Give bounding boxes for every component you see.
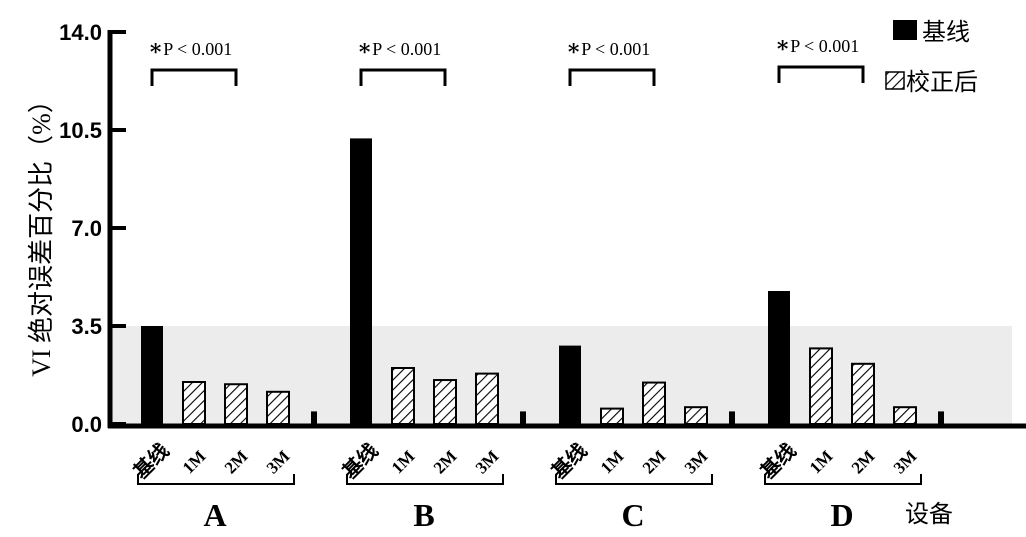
x-tick-label: 基线 [337, 438, 382, 483]
group-label: A [203, 497, 226, 533]
significance-bracket [568, 68, 656, 86]
bar-corrected-2M [224, 383, 248, 425]
group-label: B [413, 497, 434, 533]
x-tick-label: 2M [639, 447, 670, 478]
bar-corrected-1M [182, 381, 206, 425]
bar-corrected-1M [391, 367, 415, 425]
group-label: D [830, 497, 853, 533]
bar-corrected-3M [893, 406, 917, 426]
x-axis-label: 设备 [905, 500, 953, 528]
bar-corrected-3M [684, 406, 708, 426]
significance-bracket [359, 68, 447, 86]
significance-bracket [777, 65, 865, 83]
y-tick-label: 3.5 [71, 314, 102, 339]
x-tick-label: 基线 [755, 438, 800, 483]
legend-swatch-solid [893, 20, 917, 40]
legend: 基线 校正后 [885, 18, 978, 96]
x-tick-label: 2M [848, 447, 879, 478]
bar-corrected-3M [475, 372, 499, 426]
group-separator [729, 411, 735, 424]
significance-annotation: ∗P < 0.001 [148, 35, 232, 60]
bar-baseline [350, 138, 372, 424]
legend-swatch-hatched [885, 71, 905, 90]
legend-label-baseline: 基线 [922, 18, 970, 46]
bar-corrected-2M [642, 381, 666, 425]
x-tick-label: 2M [430, 447, 461, 478]
group-separator [938, 411, 944, 424]
group-label: C [621, 497, 644, 533]
x-tick-label: 3M [472, 447, 503, 478]
bar-baseline [559, 345, 581, 424]
bar-corrected-1M [600, 407, 624, 426]
x-tick-label: 基线 [128, 438, 173, 483]
y-axis-label: VI 绝对误差百分比（%） [27, 87, 56, 377]
group-separator [520, 411, 526, 424]
bar-baseline [768, 291, 790, 424]
group-bracket [137, 474, 295, 485]
x-tick-label: 1M [179, 447, 210, 478]
asterisk-icon: ∗ [566, 35, 581, 60]
significance-annotation: ∗P < 0.001 [566, 35, 650, 60]
x-tick-label: 3M [890, 447, 921, 478]
group-bracket [555, 474, 713, 485]
y-tick-label: 0.0 [71, 412, 102, 437]
y-tick-label: 14.0 [59, 20, 102, 45]
group-separator [311, 411, 317, 424]
bar-corrected-3M [266, 390, 290, 425]
x-tick-label: 3M [681, 447, 712, 478]
group-bracket [764, 474, 922, 485]
asterisk-icon: ∗ [775, 32, 790, 57]
asterisk-icon: ∗ [148, 35, 163, 60]
significance-annotation: ∗P < 0.001 [775, 32, 859, 57]
bar-corrected-1M [809, 347, 833, 425]
y-tick-label: 10.5 [59, 118, 102, 143]
x-tick-label: 1M [597, 447, 628, 478]
y-tick-label: 7.0 [71, 216, 102, 241]
legend-label-corrected: 校正后 [906, 68, 978, 96]
x-tick-label: 1M [388, 447, 419, 478]
x-tick-label: 2M [221, 447, 252, 478]
bar-corrected-2M [433, 379, 457, 426]
asterisk-icon: ∗ [357, 35, 372, 60]
bar-corrected-2M [851, 362, 875, 425]
significance-annotation: ∗P < 0.001 [357, 35, 441, 60]
x-tick-label: 基线 [546, 438, 591, 483]
group-bracket [346, 474, 504, 485]
bar-baseline [141, 326, 163, 424]
significance-bracket [150, 68, 238, 86]
x-tick-label: 1M [806, 447, 837, 478]
x-tick-label: 3M [263, 447, 294, 478]
